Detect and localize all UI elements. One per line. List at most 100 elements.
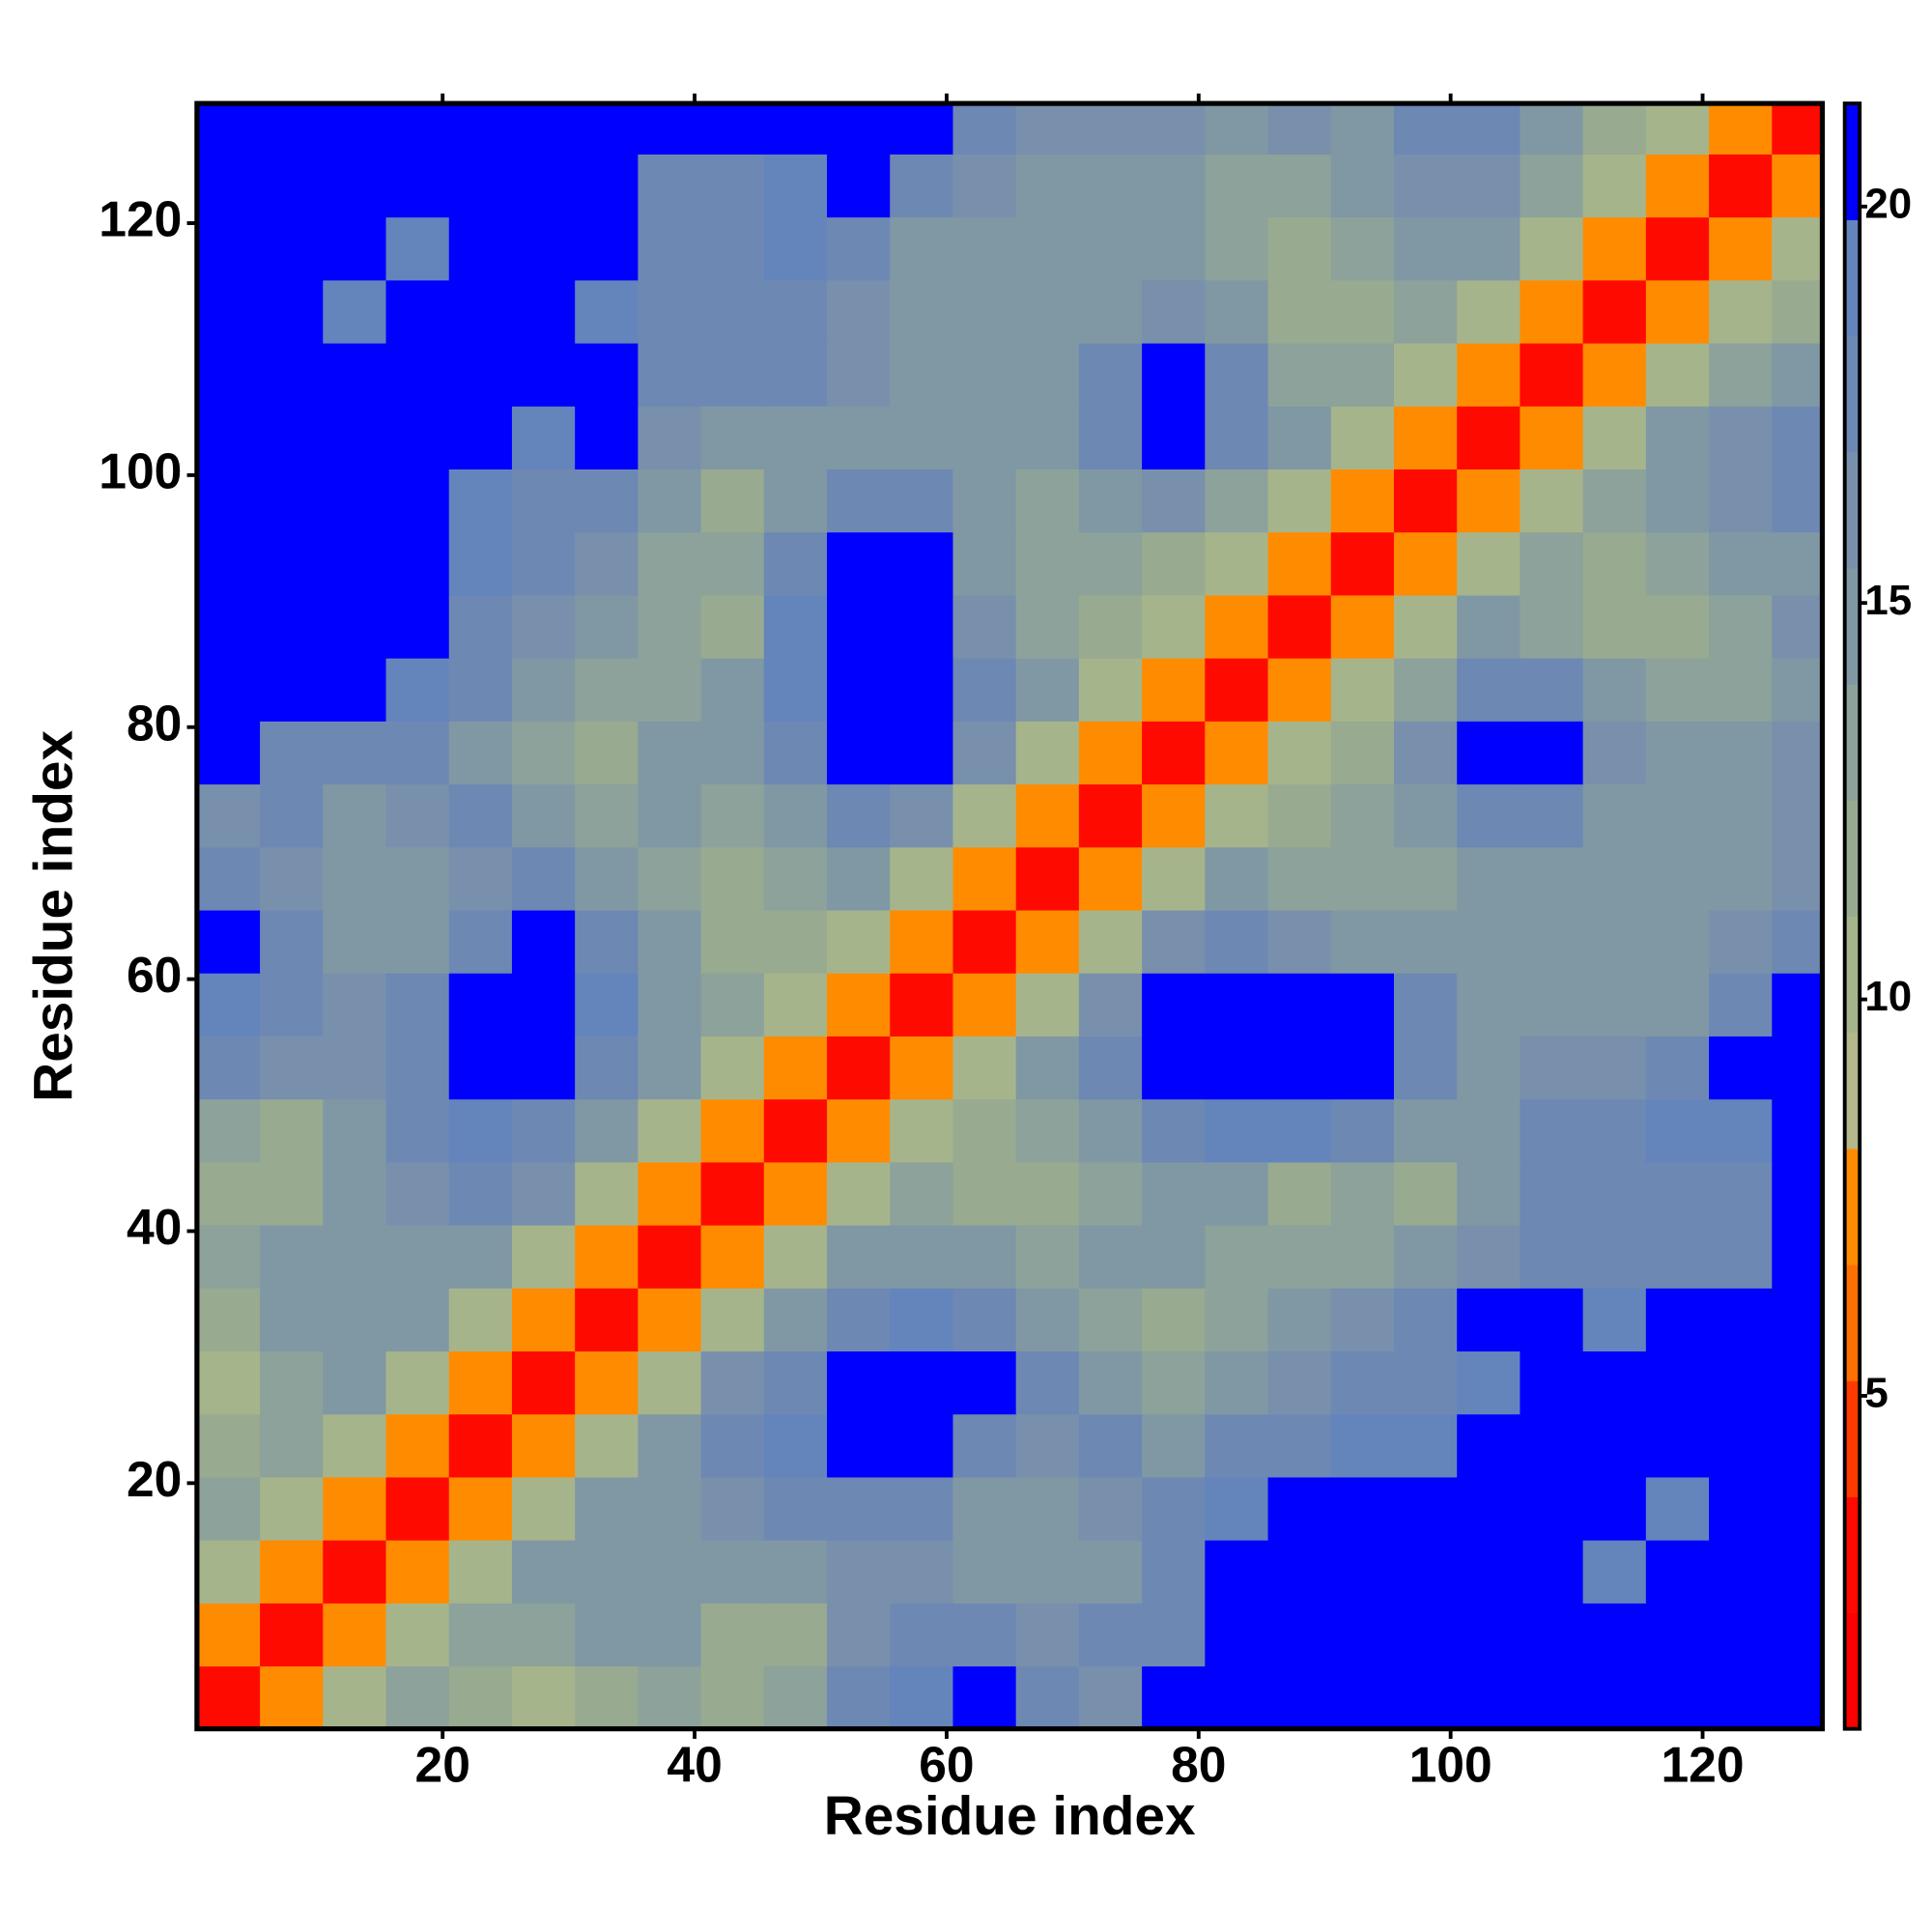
heatmap-cell (323, 1476, 387, 1541)
heatmap-cell (575, 846, 639, 911)
heatmap-cell (952, 658, 1017, 722)
heatmap-cell (511, 531, 576, 596)
heatmap-cell (1520, 1098, 1584, 1163)
heatmap-cell (1772, 909, 1824, 974)
heatmap-cell (1520, 1161, 1584, 1226)
heatmap-cell (448, 721, 513, 785)
colorbar-segment (1844, 1148, 1861, 1265)
heatmap-cell (1205, 909, 1269, 974)
heatmap-cell (638, 1665, 702, 1730)
heatmap-cell (1709, 846, 1773, 911)
heatmap-cell (1015, 1224, 1080, 1289)
heatmap-cell (1078, 1161, 1143, 1226)
heatmap-cell (1457, 531, 1521, 596)
heatmap-cell (1205, 1540, 1269, 1604)
colorbar-segment (1844, 800, 1861, 918)
heatmap-cell (448, 406, 513, 469)
heatmap-cell (827, 846, 891, 911)
heatmap-cell (511, 1665, 576, 1730)
heatmap-cell (196, 1224, 261, 1289)
heatmap-cell (700, 216, 765, 281)
heatmap-cell (1772, 1098, 1824, 1163)
heatmap-cell (1645, 342, 1710, 407)
heatmap-cell (1709, 1224, 1773, 1289)
heatmap-cell (196, 279, 261, 344)
heatmap-cell (763, 216, 828, 281)
heatmap-cell (1142, 154, 1206, 218)
y-axis-title: Residue index (23, 730, 84, 1102)
heatmap-cell (323, 1161, 387, 1226)
heatmap-cell (1582, 594, 1647, 659)
heatmap-cell (763, 1288, 828, 1352)
heatmap-cell (575, 594, 639, 659)
heatmap-cell (1330, 594, 1395, 659)
heatmap-cell (1015, 909, 1080, 974)
heatmap-cell (1520, 783, 1584, 848)
heatmap-cell (1645, 1224, 1710, 1289)
heatmap-cell (385, 406, 450, 469)
heatmap-cell (511, 469, 576, 533)
heatmap-cell (1520, 406, 1584, 469)
heatmap-cell (1709, 783, 1773, 848)
heatmap-cell (1393, 469, 1458, 533)
heatmap-cell (1457, 909, 1521, 974)
heatmap-cell (260, 1161, 324, 1226)
heatmap-cell (385, 783, 450, 848)
heatmap-cell (385, 1476, 450, 1541)
heatmap-cell (638, 279, 702, 344)
heatmap-cell (952, 342, 1017, 407)
heatmap-cell (385, 103, 450, 155)
heatmap-cell (890, 342, 954, 407)
heatmap-cell (1520, 1413, 1584, 1478)
heatmap-cell (952, 846, 1017, 911)
heatmap-cell (1457, 1098, 1521, 1163)
heatmap-cell (1582, 721, 1647, 785)
heatmap-cell (1582, 783, 1647, 848)
heatmap-cell (763, 909, 828, 974)
heatmap-cell (575, 973, 639, 1037)
heatmap-cell (952, 1476, 1017, 1541)
heatmap-cell (1520, 846, 1584, 911)
heatmap-cell (323, 1665, 387, 1730)
heatmap-cell (763, 154, 828, 218)
heatmap-cell (260, 1036, 324, 1100)
heatmap-cell (575, 342, 639, 407)
heatmap-cell (890, 279, 954, 344)
heatmap-cell (575, 909, 639, 974)
heatmap-cell (1772, 279, 1824, 344)
heatmap-cell (323, 531, 387, 596)
heatmap-cell (385, 973, 450, 1037)
heatmap-cell (827, 469, 891, 533)
heatmap-cell (1078, 1036, 1143, 1100)
heatmap-cell (890, 1098, 954, 1163)
heatmap-cell (260, 909, 324, 974)
heatmap-cell (323, 594, 387, 659)
heatmap-cell (1457, 1413, 1521, 1478)
heatmap-cell (1078, 1413, 1143, 1478)
heatmap-cell (763, 594, 828, 659)
heatmap-cell (952, 406, 1017, 469)
heatmap-cell (511, 342, 576, 407)
heatmap-cell (827, 1540, 891, 1604)
heatmap-cell (575, 658, 639, 722)
y-tick-label: 80 (127, 695, 182, 751)
x-axis-title: Residue index (824, 1786, 1196, 1847)
heatmap-cell (1267, 973, 1332, 1037)
heatmap-cell (1520, 342, 1584, 407)
heatmap-cell (385, 1603, 450, 1667)
heatmap-cell (196, 658, 261, 722)
heatmap-cell (260, 1540, 324, 1604)
heatmap-cell (700, 469, 765, 533)
heatmap-cell (323, 1540, 387, 1604)
heatmap-cell (1142, 103, 1206, 155)
heatmap-cell (890, 406, 954, 469)
heatmap-cell (511, 1098, 576, 1163)
heatmap-cell (1393, 973, 1458, 1037)
heatmap-cell (1393, 1036, 1458, 1100)
heatmap-cell (890, 658, 954, 722)
heatmap-cell (1267, 846, 1332, 911)
heatmap-cell (890, 103, 954, 155)
heatmap-cell (1645, 531, 1710, 596)
heatmap-cell (1772, 342, 1824, 407)
